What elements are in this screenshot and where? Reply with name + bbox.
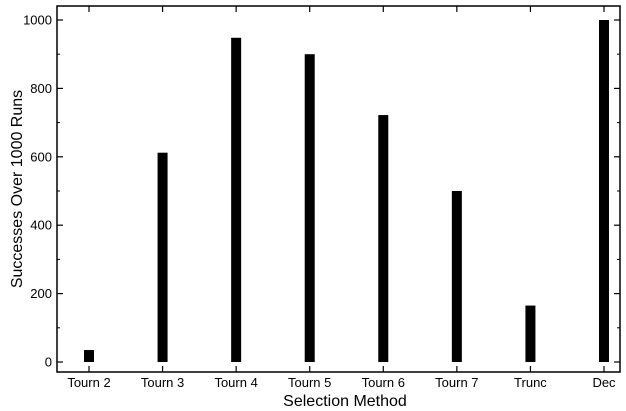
- plot-area-frame: [56, 5, 621, 373]
- y-tick-label: 0: [45, 355, 52, 370]
- bar-tourn-3: [157, 152, 168, 362]
- x-tick-label: Dec: [592, 375, 616, 390]
- bar-trunc: [525, 305, 536, 362]
- bars-group: [84, 20, 609, 363]
- x-axis: Tourn 2 Tourn 3 Tourn 4 Tourn 5 Tourn 6 Tourn…: [67, 6, 616, 390]
- y-tick-label: 800: [30, 81, 52, 96]
- y-tick-label: 200: [30, 286, 52, 301]
- y-tick-label: 1000: [23, 13, 52, 28]
- x-tick-label: Tourn 2: [67, 375, 110, 390]
- x-tick-label: Tourn 5: [288, 375, 331, 390]
- y-tick-label: 600: [30, 149, 52, 164]
- x-tick-label: Trunc: [514, 375, 547, 390]
- bar-tourn-4: [231, 37, 242, 363]
- x-tick-label: Tourn 7: [435, 375, 478, 390]
- x-axis-label: Selection Method: [283, 393, 407, 410]
- bar-tourn-5: [304, 54, 315, 362]
- x-tick-label: Tourn 6: [362, 375, 405, 390]
- bar-tourn-6: [378, 115, 389, 363]
- bar-tourn-7: [451, 191, 462, 362]
- y-axis-label: Successes Over 1000 Runs: [9, 90, 26, 288]
- bar-dec: [599, 20, 609, 362]
- x-tick-label: Tourn 3: [141, 375, 184, 390]
- x-tick-label: Tourn 4: [214, 375, 257, 390]
- y-axis: 0 200 400 600 800 1000: [23, 13, 620, 370]
- bar-tourn-2: [84, 350, 94, 362]
- y-tick-label: 400: [30, 218, 52, 233]
